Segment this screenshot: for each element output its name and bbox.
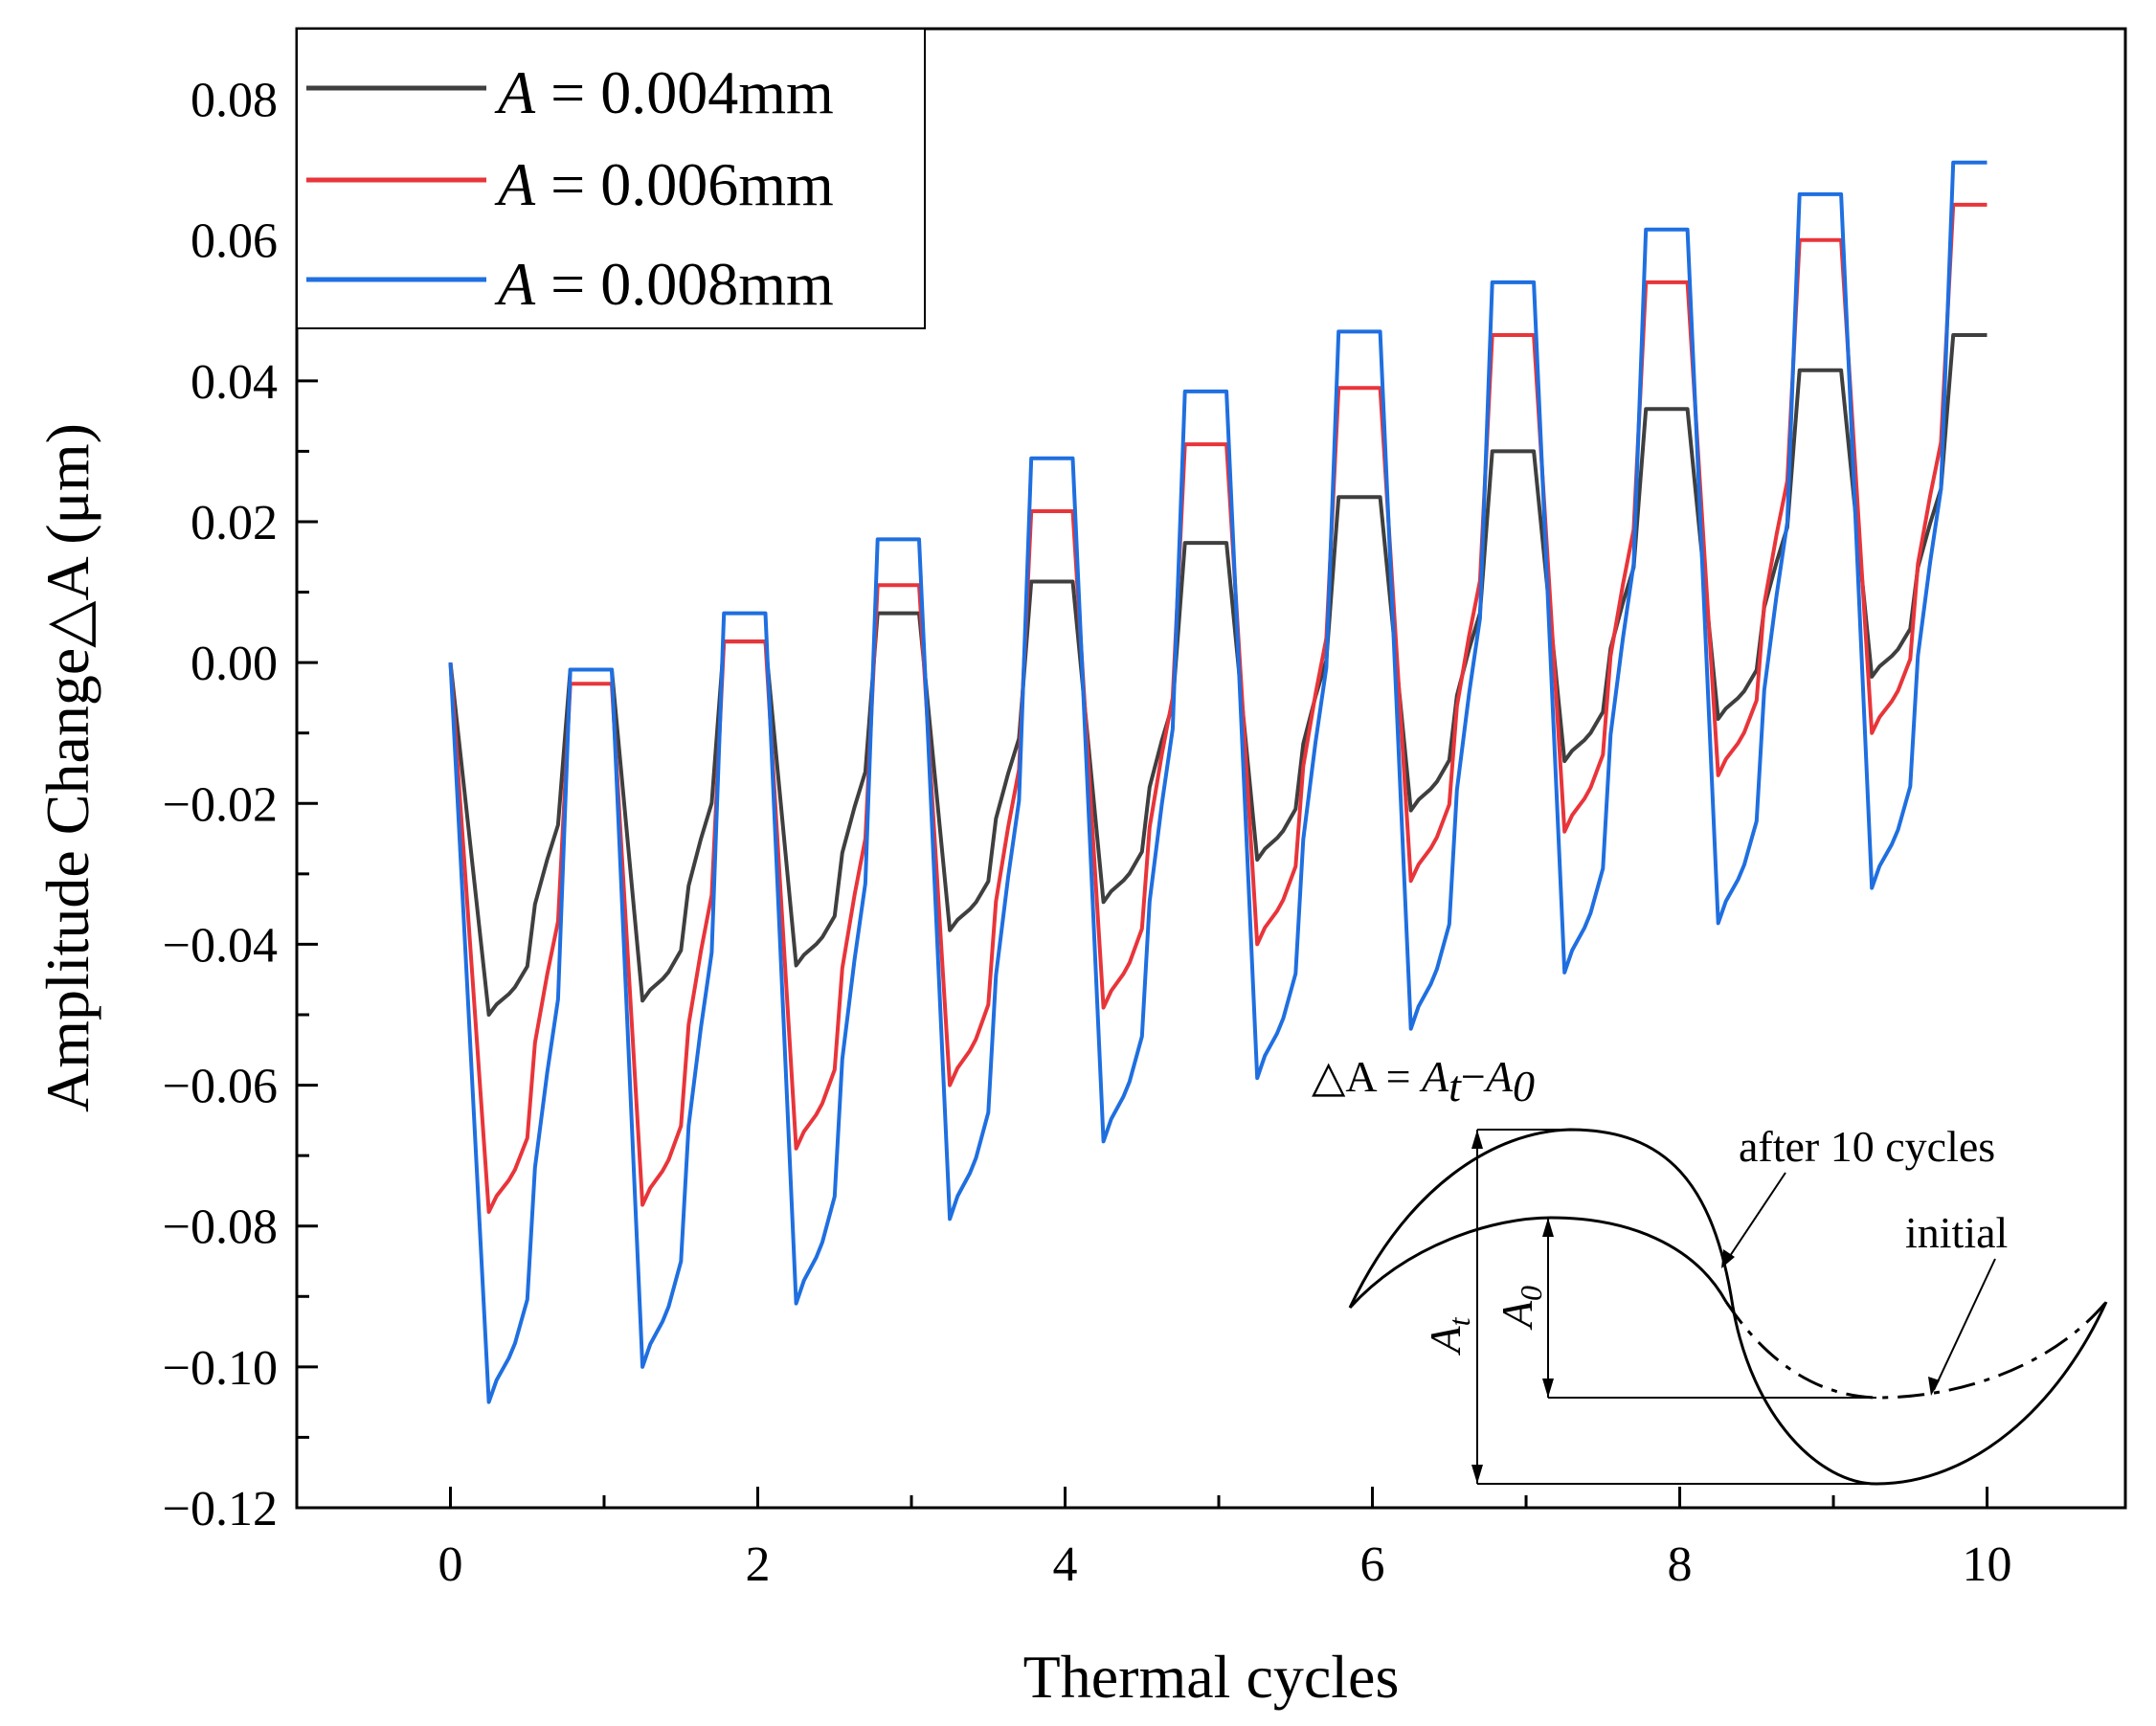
initial-arrowhead: [1928, 1377, 1940, 1396]
x-tick-label: 10: [1963, 1537, 2012, 1592]
a0-arrow-bottom: [1542, 1379, 1554, 1398]
legend: A = 0.004mm A = 0.006mm A = 0.008mm: [296, 28, 926, 329]
series-line-0: [448, 333, 1988, 1017]
series-lines: [448, 160, 1988, 1404]
y-tick-label: −0.02: [163, 777, 278, 832]
y-axis-title: Amplitude Change△A (μm): [34, 423, 101, 1112]
at-label: At: [1421, 1316, 1476, 1356]
x-tick-label: 6: [1360, 1537, 1385, 1592]
y-tick-label: 0.04: [191, 355, 278, 410]
series-line-2: [448, 160, 1988, 1404]
series-line-1: [448, 202, 1988, 1214]
x-tick-label: 2: [746, 1537, 771, 1592]
inset-schematic: △A = At−A0 At A0 after 10 cycles initial: [1312, 1052, 2108, 1486]
inset-formula: △A = At−A0: [1312, 1052, 1535, 1110]
after-cycles-label: after 10 cycles: [1739, 1122, 1995, 1171]
y-tick-label: 0.06: [191, 214, 278, 269]
at-arrow-top: [1471, 1130, 1483, 1149]
after-cycles-curve: [1348, 1128, 2108, 1486]
y-tick-label: −0.06: [163, 1060, 278, 1114]
legend-label-0: A = 0.004mm: [494, 58, 834, 126]
a0-arrow-top: [1542, 1218, 1554, 1237]
legend-label-2: A = 0.008mm: [494, 250, 834, 318]
after-cycles-inner-left: [1348, 1216, 1728, 1310]
x-tick-label: 0: [438, 1537, 463, 1592]
y-tick-label: −0.12: [163, 1482, 278, 1536]
y-tick-label: 0.08: [191, 74, 278, 128]
legend-label-1: A = 0.006mm: [494, 150, 834, 218]
x-tick-label: 8: [1668, 1537, 1693, 1592]
y-tick-label: 0.00: [191, 637, 278, 691]
y-tick-label: −0.10: [163, 1341, 278, 1396]
initial-curve: [1724, 1301, 2108, 1400]
after-cycles-arrowhead: [1721, 1249, 1735, 1268]
x-axis-title: Thermal cycles: [1023, 1643, 1400, 1711]
a0-label: A0: [1493, 1286, 1548, 1331]
plot-frame: [295, 27, 2127, 1510]
y-axis-ticks: −0.12 −0.10 −0.08 −0.06 −0.04 −0.02 0.00 0.02 0.…: [163, 74, 318, 1536]
x-tick-label: 4: [1053, 1537, 1078, 1592]
at-arrow-bottom: [1471, 1465, 1483, 1484]
y-tick-label: 0.02: [191, 496, 278, 550]
initial-label: initial: [1905, 1208, 2008, 1257]
x-axis-ticks: 0 2 4 6 8 10: [438, 1487, 2012, 1592]
y-tick-label: −0.04: [163, 918, 278, 973]
initial-leader: [1933, 1258, 1996, 1391]
y-tick-label: −0.08: [163, 1200, 278, 1255]
after-cycles-leader: [1725, 1172, 1786, 1263]
